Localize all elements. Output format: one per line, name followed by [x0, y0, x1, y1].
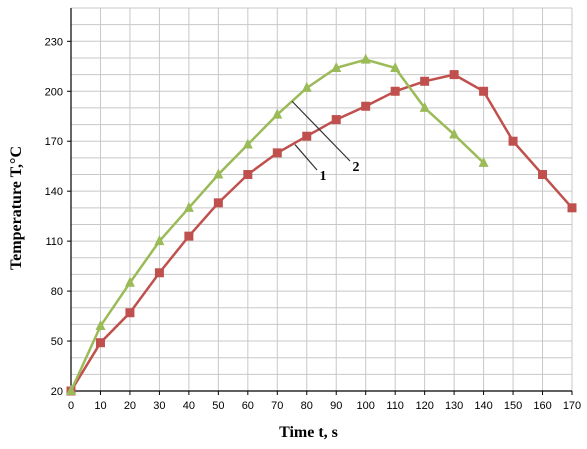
y-tick-label: 20 [51, 386, 63, 398]
data-point-1 [390, 86, 400, 96]
x-tick-label: 0 [68, 400, 74, 412]
data-point-1 [154, 268, 164, 278]
data-point-1 [243, 170, 253, 180]
data-point-2 [360, 53, 371, 64]
x-tick-label: 30 [153, 400, 165, 412]
data-point-2 [183, 201, 194, 212]
data-point-1 [479, 86, 489, 96]
x-tick-label: 50 [212, 400, 224, 412]
data-point-1 [95, 338, 105, 348]
x-tick-label: 70 [271, 400, 283, 412]
x-tick-label: 140 [474, 400, 492, 412]
data-point-1 [508, 136, 518, 146]
y-tick-label: 140 [45, 186, 63, 198]
data-point-2 [95, 320, 106, 331]
data-point-1 [184, 231, 194, 241]
x-tick-label: 130 [445, 400, 463, 412]
y-tick-label: 50 [51, 336, 63, 348]
x-tick-label: 100 [357, 400, 375, 412]
grid [71, 7, 573, 391]
data-point-2 [124, 276, 135, 287]
x-tick-label: 40 [183, 400, 195, 412]
data-point-2 [154, 235, 165, 246]
data-point-2 [272, 108, 283, 119]
data-point-1 [302, 131, 312, 141]
x-tick-label: 170 [563, 400, 581, 412]
series-line-1 [69, 73, 573, 392]
y-tick-label: 110 [45, 236, 63, 248]
annotation-label-1: 1 [320, 169, 327, 184]
data-point-1 [361, 101, 371, 111]
x-axis-title: Time t, s [279, 424, 338, 441]
data-point-2 [390, 61, 401, 72]
data-point-2 [213, 168, 224, 179]
y-tick-label: 170 [45, 136, 63, 148]
data-point-1 [272, 148, 282, 158]
annotation-leader-1 [294, 144, 318, 171]
data-point-2 [478, 156, 489, 167]
x-tick-label: 10 [94, 400, 106, 412]
data-point-1 [331, 115, 341, 125]
axes [67, 8, 573, 395]
data-point-1 [125, 308, 135, 318]
data-point-2 [419, 101, 430, 112]
data-point-2 [449, 128, 460, 139]
annotation-leader-2 [291, 100, 351, 162]
x-tick-label: 60 [242, 400, 254, 412]
series-2 [66, 53, 489, 395]
x-tick-label: 150 [504, 400, 522, 412]
x-tick-label: 80 [301, 400, 313, 412]
data-point-1 [213, 198, 223, 208]
x-tick-label: 90 [330, 400, 342, 412]
series-layer [66, 53, 577, 396]
data-point-1 [420, 76, 430, 86]
data-point-1 [567, 203, 577, 213]
data-point-2 [66, 385, 76, 395]
data-point-2 [242, 138, 253, 149]
tick-labels: 0 10 20 30 40 50 60 70 80 90 100 110 120 130 140 150 160… [45, 36, 582, 412]
data-point-2 [331, 61, 342, 72]
x-tick-label: 110 [386, 400, 404, 412]
y-tick-label: 200 [45, 86, 63, 98]
x-tick-label: 20 [124, 400, 136, 412]
data-point-1 [449, 70, 459, 80]
annotations: 12 [291, 100, 360, 184]
data-point-2 [301, 81, 312, 92]
x-tick-label: 120 [415, 400, 433, 412]
y-tick-label: 80 [51, 286, 63, 298]
y-tick-label: 230 [45, 36, 63, 48]
annotation-label-2: 2 [353, 160, 360, 175]
series-1 [66, 70, 577, 396]
x-tick-label: 160 [533, 400, 551, 412]
data-point-1 [538, 170, 548, 180]
